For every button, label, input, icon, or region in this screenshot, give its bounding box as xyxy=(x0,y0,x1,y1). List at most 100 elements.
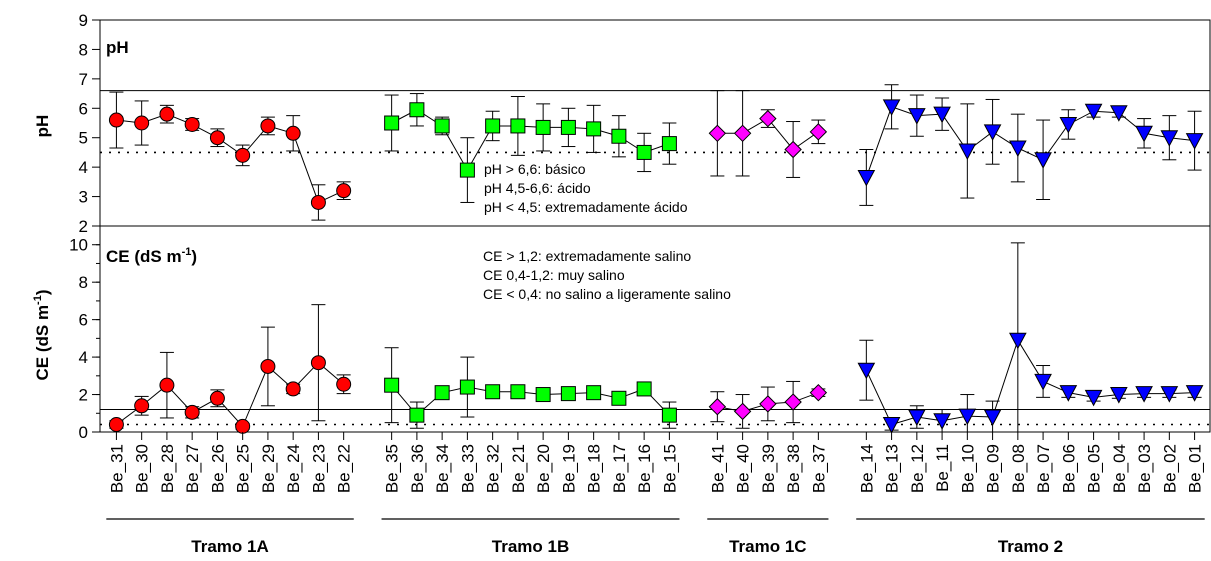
ph-y-tick-label: 6 xyxy=(79,99,88,118)
ce-point-triangle xyxy=(1034,373,1052,391)
x-tick-label: Be_29 xyxy=(259,444,278,493)
ce-point-triangle xyxy=(1009,332,1027,350)
ph-panel-label: pH xyxy=(106,38,129,57)
x-tick-label: Be_39 xyxy=(759,444,778,493)
x-tick-label: Be_03 xyxy=(1135,444,1154,493)
ce-point-circle xyxy=(285,381,301,397)
x-tick-label: Be_30 xyxy=(133,444,152,493)
ce-point-triangle xyxy=(1110,387,1128,404)
x-tick-label: Be_14 xyxy=(857,444,876,493)
x-tick-label: Be_32 xyxy=(484,444,503,493)
x-tick-label: Be_34 xyxy=(433,444,452,493)
x-tick-label: Be_10 xyxy=(958,444,977,493)
ce-annotation-none: CE < 0,4: no salino a ligeramente salino xyxy=(483,286,731,302)
ph-y-tick-label: 8 xyxy=(79,40,88,59)
ce-point-square xyxy=(510,384,526,400)
x-tick-label: Be_36 xyxy=(408,444,427,493)
x-tick-label: Be_22 xyxy=(335,444,354,493)
x-tick-label: Be_18 xyxy=(585,444,604,493)
ph-series-tramo-1a xyxy=(108,91,352,221)
ph-point-diamond xyxy=(708,124,727,143)
ce-point-square xyxy=(586,385,602,401)
x-tick-label: Be_24 xyxy=(284,444,303,493)
ce-panel-frame xyxy=(99,225,1211,433)
ph-point-circle xyxy=(285,125,301,141)
ce-point-triangle xyxy=(983,409,1002,427)
ph-point-triangle xyxy=(1135,125,1153,143)
group-label: Tramo 1C xyxy=(729,537,806,556)
ph-point-square xyxy=(560,119,576,135)
x-tick-label: Be_23 xyxy=(309,444,328,493)
ce-y-tick-label: 10 xyxy=(69,236,88,255)
ph-annotation-acid: pH 4,5-6,6: ácido xyxy=(484,180,591,196)
ce-point-circle xyxy=(235,418,251,434)
ce-point-diamond xyxy=(759,395,777,413)
ce-series-tramo-1b xyxy=(384,347,677,429)
ce-point-triangle xyxy=(1185,385,1204,402)
x-tick-label: Be_17 xyxy=(610,444,629,493)
ce-point-diamond xyxy=(809,383,828,402)
ph-annotation-extreme-acid: pH < 4,5: extremadamente ácido xyxy=(484,199,688,215)
ph-point-square xyxy=(510,118,526,134)
ph-annotation-basic: pH > 6,6: básico xyxy=(484,161,586,177)
ph-y-tick-label: 9 xyxy=(79,11,88,30)
ce-point-triangle xyxy=(908,409,926,427)
ph-point-square xyxy=(611,128,627,144)
ce-point-circle xyxy=(159,377,175,393)
ph-y-axis-label: pH xyxy=(33,115,52,138)
ph-point-triangle xyxy=(1084,103,1103,121)
x-tick-label: Be_37 xyxy=(809,444,828,493)
ph-point-triangle xyxy=(933,106,951,124)
group-label: Tramo 2 xyxy=(998,537,1063,556)
ce-panel-label: CE (dS m-1) xyxy=(106,246,197,266)
ce-annotation-extreme: CE > 1,2: extremadamente salino xyxy=(483,248,691,264)
ph-series-line xyxy=(116,113,344,204)
ph-y-tick-label: 2 xyxy=(79,217,88,236)
ph-y-tick-label: 4 xyxy=(79,158,88,177)
ce-point-square xyxy=(611,390,627,406)
ph-point-diamond xyxy=(784,140,802,159)
ph-point-triangle xyxy=(1009,140,1027,158)
ph-y-tick-label: 3 xyxy=(79,188,88,207)
ce-point-triangle xyxy=(1160,386,1179,403)
ph-point-square xyxy=(459,162,475,178)
ce-series-line xyxy=(391,384,670,416)
ph-point-square xyxy=(409,102,425,118)
ce-point-diamond xyxy=(784,393,802,411)
x-tick-label: Be_33 xyxy=(458,444,477,493)
x-tick-label: Be_27 xyxy=(183,444,202,493)
x-tick-label: Be_26 xyxy=(208,444,227,493)
x-tick-label: Be_05 xyxy=(1085,444,1104,493)
ph-point-square xyxy=(586,121,602,137)
ph-point-triangle xyxy=(1185,133,1204,150)
x-tick-label: Be_09 xyxy=(984,444,1003,493)
ce-point-circle xyxy=(134,398,150,414)
ce-series-tramo-1c xyxy=(708,380,828,429)
x-tick-label: Be_31 xyxy=(107,444,126,493)
ph-point-triangle xyxy=(1160,130,1179,147)
ce-y-tick-label: 6 xyxy=(79,311,88,330)
x-tick-label: Be_16 xyxy=(635,444,654,493)
ph-point-square xyxy=(535,119,551,135)
ce-point-circle xyxy=(184,404,200,420)
x-tick-label: Be_38 xyxy=(784,444,803,493)
ce-y-axis-label: CE (dS m-1) xyxy=(32,289,52,380)
ce-point-circle xyxy=(310,355,326,371)
ce-y-tick-label: 4 xyxy=(79,348,88,367)
ce-point-triangle xyxy=(1084,389,1103,407)
ce-point-square xyxy=(636,381,652,397)
ce-point-triangle xyxy=(882,417,901,434)
ce-series-tramo-1a xyxy=(108,304,352,434)
ph-point-circle xyxy=(134,115,150,131)
x-tick-label: Be_19 xyxy=(559,444,578,493)
ph-series-tramo-2 xyxy=(857,84,1204,206)
ph-point-square xyxy=(636,144,652,160)
ce-point-square xyxy=(485,384,501,400)
x-tick-label: Be_11 xyxy=(933,444,952,492)
x-tick-label: Be_41 xyxy=(708,444,727,493)
ph-point-circle xyxy=(336,183,352,199)
ph-point-circle xyxy=(310,194,326,210)
ce-point-square xyxy=(661,407,677,423)
ce-point-circle xyxy=(209,390,225,406)
ph-series-tramo-1c xyxy=(708,90,828,178)
